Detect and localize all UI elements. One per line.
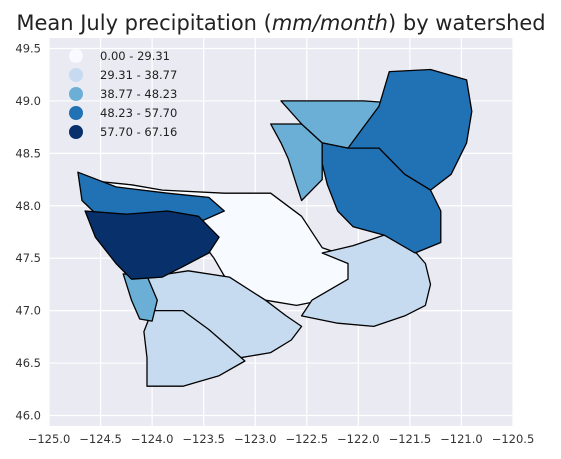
y-tick-label: 48.0: [15, 199, 41, 213]
x-tick-label: −120.5: [492, 432, 535, 446]
x-tick-label: −121.5: [389, 432, 432, 446]
legend-label: 48.23 - 57.70: [100, 106, 177, 120]
legend-label: 38.77 - 48.23: [100, 87, 177, 101]
watershed-regions: [77, 68, 473, 387]
title-prefix: Mean July precipitation (: [16, 11, 272, 35]
legend-swatch: [69, 87, 83, 101]
y-tick-label: 49.0: [15, 94, 41, 108]
legend-label: 29.31 - 38.77: [100, 68, 177, 82]
title-suffix: ) by watershed: [388, 11, 546, 35]
x-tick-label: −124.5: [79, 432, 122, 446]
x-tick-label: −125.0: [28, 432, 71, 446]
x-tick-label: −123.5: [182, 432, 225, 446]
x-tick-label: −122.0: [337, 432, 380, 446]
x-axis-ticks: −125.0 −124.5 −124.0 −123.5 −123.0 −122.5 −122…: [28, 432, 535, 446]
title-units: mm/month: [272, 11, 388, 35]
legend-label: 0.00 - 29.31: [100, 49, 170, 63]
y-tick-label: 47.0: [15, 304, 41, 318]
watershed-willapa: [143, 309, 246, 387]
watershed-olympic-core: [84, 210, 220, 280]
y-tick-label: 49.5: [15, 41, 41, 55]
x-tick-label: −124.0: [131, 432, 174, 446]
y-tick-label: 46.5: [15, 356, 41, 370]
y-tick-label: 47.5: [15, 251, 41, 265]
legend-label: 57.70 - 67.16: [100, 125, 177, 139]
legend: 0.00 - 29.31 29.31 - 38.77 38.77 - 48.23 48…: [69, 49, 177, 139]
chart-title: Mean July precipitation (mm/month) by wa…: [16, 11, 545, 35]
x-tick-label: −122.5: [285, 432, 328, 446]
y-tick-label: 48.5: [15, 146, 41, 160]
legend-swatch: [69, 125, 83, 139]
legend-swatch: [69, 49, 83, 63]
legend-swatch: [69, 106, 83, 120]
y-axis-ticks: 46.0 46.5 47.0 47.5 48.0 48.5 49.0 49.5: [15, 41, 41, 422]
y-tick-label: 46.0: [15, 409, 41, 423]
x-tick-label: −123.0: [234, 432, 277, 446]
watershed-skagit-snohomish: [321, 142, 442, 254]
legend-swatch: [69, 68, 83, 82]
x-tick-label: −121.0: [440, 432, 483, 446]
